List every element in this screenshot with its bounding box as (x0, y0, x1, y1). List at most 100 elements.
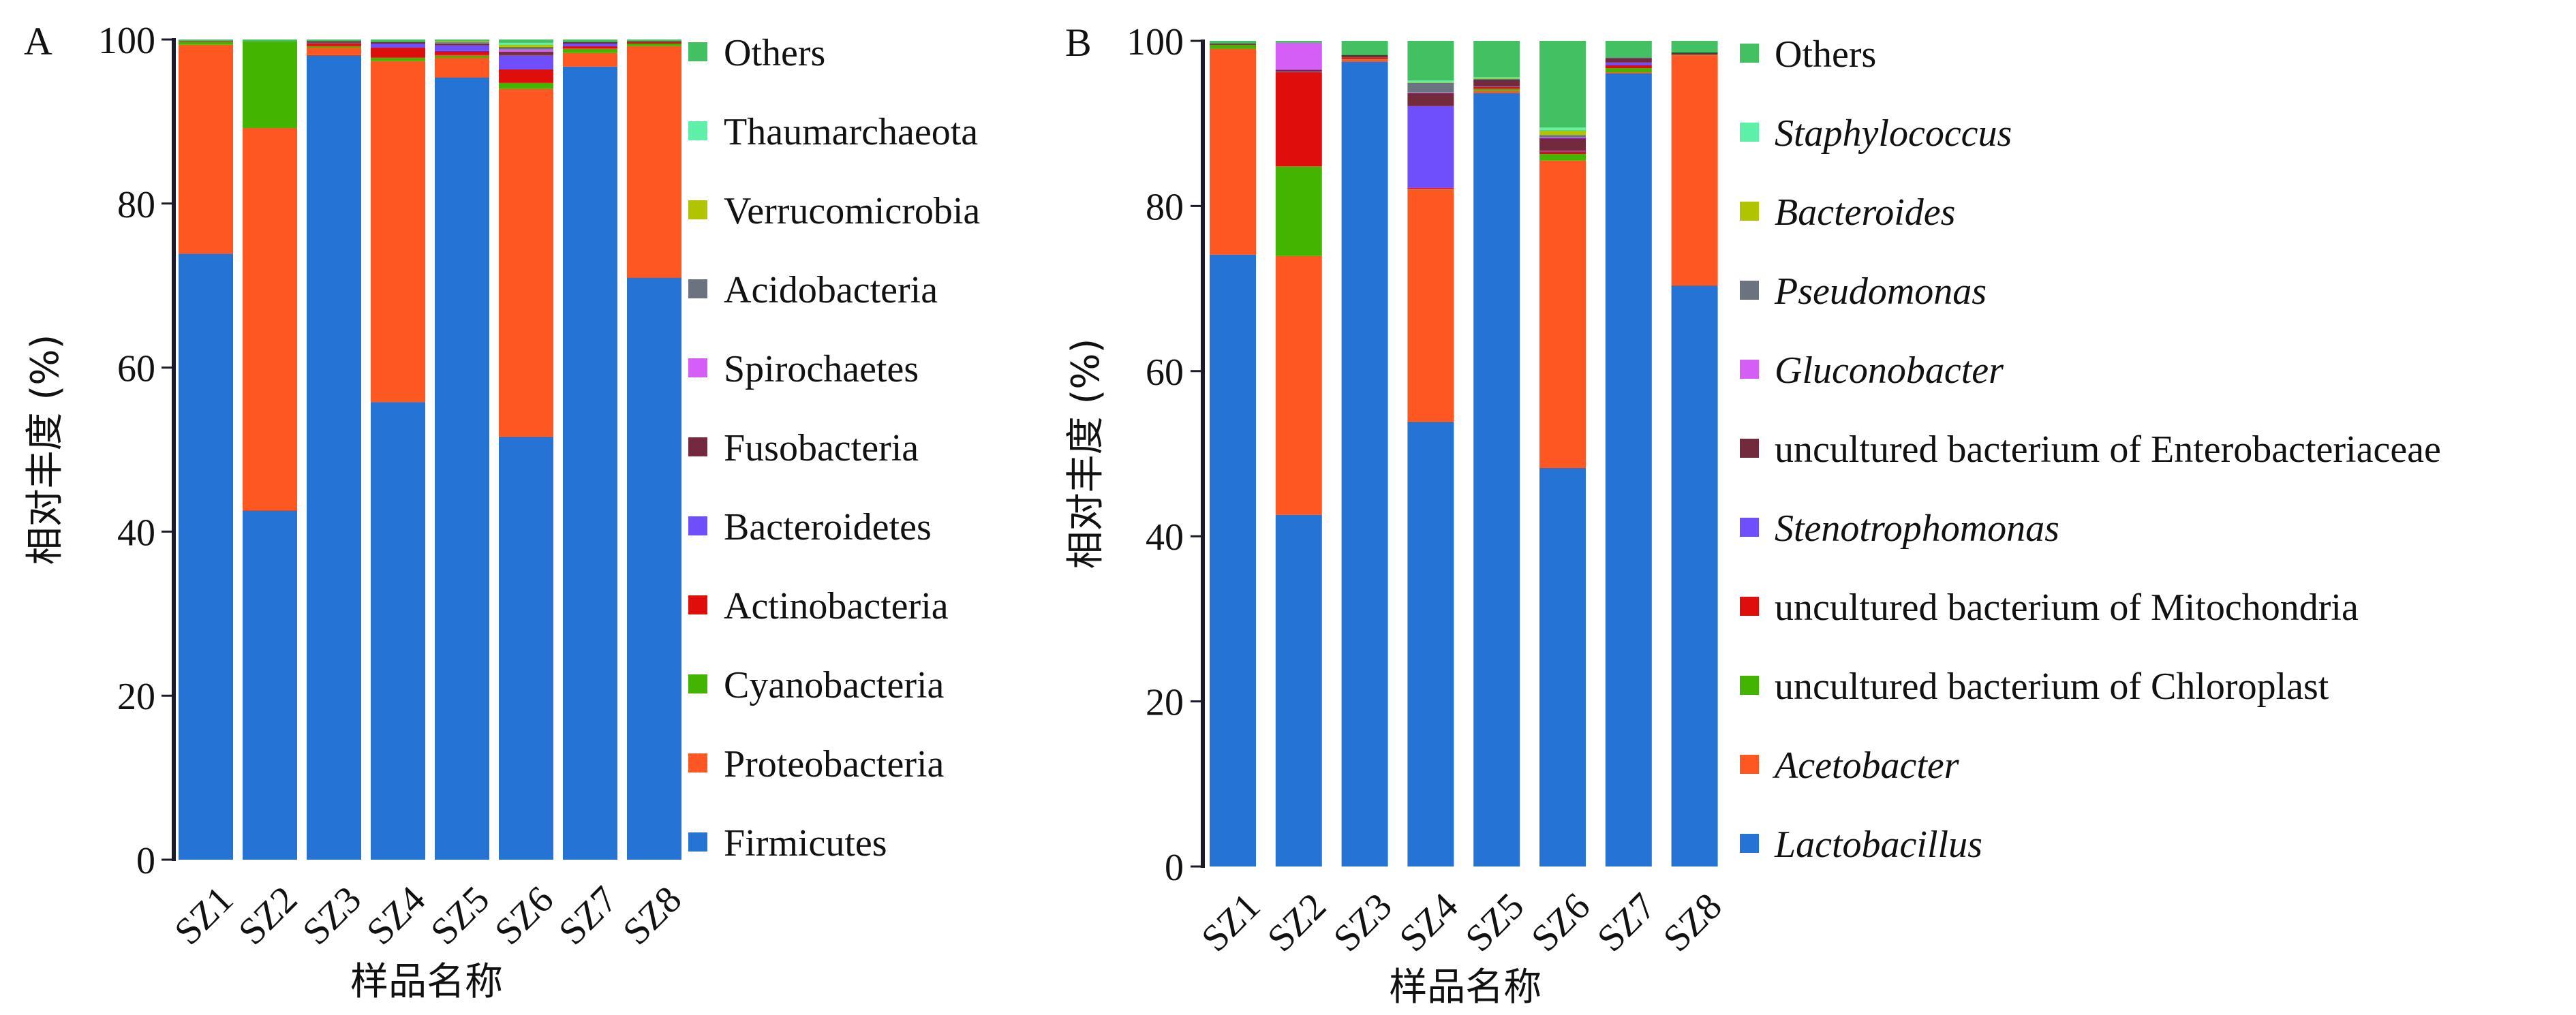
bar-segment-sz2-proteobacteria (243, 128, 297, 511)
legend-label: uncultured bacterium of Mitochondria (1775, 587, 2359, 629)
legend-label: Thaumarchaeota (724, 111, 978, 153)
legend-swatch (688, 279, 707, 298)
bar-segment-sz6-others (499, 40, 553, 43)
legend-swatch (688, 516, 707, 535)
bar-segment-sz5-cyanobacteria (435, 54, 489, 58)
bar-segment-sz8-cyanobacteria (627, 44, 681, 46)
bar-segment-sz4-bacteroides (1407, 82, 1454, 83)
y-axis-title: 相对丰度 (%) (1064, 339, 1108, 569)
bar-segment-sz1-firmicutes (179, 253, 233, 860)
bar-segment-sz6-spirochaetes (499, 49, 553, 52)
x-tick-label: SZ8 (1655, 885, 1730, 960)
x-axis-title: 样品名称 (1389, 965, 1542, 1010)
bar-segment-sz8-others (627, 40, 681, 42)
bar-segment-sz3-uncultured-bacterium-of-mitochondria (1341, 57, 1388, 59)
legend-label: Acetobacter (1772, 745, 1959, 787)
bar-segment-sz2-uncultured-bacterium-of-enterobacteriaceae (1275, 69, 1322, 72)
bar-segment-sz5-uncultured-bacterium-of-mitochondria (1473, 87, 1520, 89)
bar-segment-sz4-others (1407, 41, 1454, 81)
bar-segment-sz3-firmicutes (307, 54, 361, 860)
bar-segment-sz7-uncultured-bacterium-of-enterobacteriaceae (1605, 58, 1652, 63)
bar-segment-sz7-uncultured-bacterium-of-mitochondria (1605, 65, 1652, 68)
legend-label: Bacteroides (1775, 191, 1955, 234)
bar-segment-sz7-uncultured-bacterium-of-chloroplast (1605, 67, 1652, 73)
y-tick-label: 60 (1146, 352, 1184, 394)
bar-segment-sz5-fusobacteria (435, 44, 489, 46)
bar-segment-sz6-proteobacteria (499, 89, 553, 437)
bar-segment-sz6-staphylococcus (1539, 127, 1586, 130)
bar-segment-sz1-lactobacillus (1210, 254, 1256, 867)
bar-segment-sz6-lactobacillus (1539, 467, 1586, 866)
bar-segment-sz7-others (563, 40, 617, 42)
bar-segment-sz5-actinobacteria (435, 50, 489, 55)
legend-label: Spirochaetes (724, 348, 919, 390)
bar-segment-sz7-actinobacteria (563, 46, 617, 49)
legend-label: uncultured bacterium of Chloroplast (1775, 666, 2329, 708)
bar-segment-sz8-uncultured-bacterium-of-enterobacteriaceae (1671, 52, 1718, 54)
bar-segment-sz2-acetobacter (1275, 255, 1322, 515)
bar-segment-sz8-others (1671, 41, 1718, 52)
bar-segment-sz1-others (1210, 41, 1256, 44)
bar-segment-sz8-acetobacter (1671, 55, 1718, 285)
bar-segment-sz2-others (243, 40, 297, 42)
legend-label: uncultured bacterium of Enterobacteriace… (1775, 428, 2441, 471)
legend-label: Pseudomonas (1774, 270, 1987, 313)
bar-segment-sz6-acidobacteria (499, 46, 553, 50)
bar-segment-sz8-proteobacteria (627, 46, 681, 278)
legend-label: Fusobacteria (724, 427, 919, 469)
x-tick-label: SZ4 (1392, 885, 1467, 960)
x-tick-label: SZ3 (294, 878, 369, 953)
bar-segment-sz4-gluconobacter (1407, 92, 1454, 93)
bar-segment-sz7-acetobacter (1605, 72, 1652, 74)
bar-segment-sz4-actinobacteria (371, 48, 425, 58)
x-axis-title: 样品名称 (350, 960, 503, 1004)
x-tick-label: SZ6 (1523, 885, 1598, 960)
y-tick-label: 40 (117, 512, 155, 554)
bar-segment-sz5-spirochaetes (435, 42, 489, 44)
legend-label: Staphylococcus (1775, 112, 2012, 155)
legend-label: Acidobacteria (724, 269, 938, 311)
legend-label: Actinobacteria (724, 585, 949, 627)
bar-segment-sz1-acetobacter (1210, 48, 1256, 255)
legend-swatch (688, 753, 707, 772)
bar-segment-sz3-bacteroidetes (307, 42, 361, 44)
bar-segment-sz7-stenotrophomonas (1605, 62, 1652, 65)
legend-swatch (688, 200, 707, 219)
bar-segment-sz1-cyanobacteria (179, 42, 233, 45)
legend-swatch (688, 674, 707, 693)
bar-segment-sz5-acetobacter (1473, 90, 1520, 93)
bar-segment-sz6-verrucomicrobia (499, 44, 553, 47)
bar-segment-sz3-uncultured-bacterium-of-enterobacteriaceae (1341, 54, 1388, 58)
bar-segment-sz5-others (435, 40, 489, 42)
bar-segment-sz3-uncultured-bacterium-of-chloroplast (1341, 59, 1388, 60)
bar-segment-sz6-bacteroides (1539, 129, 1586, 136)
legend-label: Bacteroidetes (724, 506, 932, 548)
bar-segment-sz1-uncultured-bacterium-of-chloroplast (1210, 45, 1256, 48)
legend-swatch (688, 832, 707, 852)
bar-segment-sz4-others (371, 40, 425, 42)
bar-segment-sz6-others (1539, 41, 1586, 128)
bar-segment-sz6-uncultured-bacterium-of-enterobacteriaceae (1539, 138, 1586, 151)
x-tick-label: SZ7 (1589, 885, 1664, 960)
x-tick-label: SZ4 (358, 878, 433, 953)
x-tick-label: SZ1 (166, 878, 241, 953)
bar-segment-sz7-proteobacteria (563, 52, 617, 67)
legend-swatch (688, 42, 707, 61)
bar-segment-sz4-uncultured-bacterium-of-mitochondria (1407, 187, 1454, 189)
bar-segment-sz4-firmicutes (371, 402, 425, 860)
x-tick-label: SZ2 (1259, 885, 1334, 960)
legend-label: Others (724, 32, 825, 74)
x-tick-label: SZ2 (230, 878, 305, 953)
bar-segment-sz5-pseudomonas (1473, 78, 1520, 80)
legend-label: Stenotrophomonas (1775, 507, 2059, 550)
bar-segment-sz1-proteobacteria (179, 44, 233, 254)
legend-swatch (1740, 439, 1759, 458)
bar-segment-sz5-uncultured-bacterium-of-enterobacteriaceae (1473, 79, 1520, 87)
bar-segment-sz5-verrucomicrobia (435, 41, 489, 42)
bar-segment-sz2-uncultured-bacterium-of-chloroplast (1275, 166, 1322, 256)
bar-segment-sz2-gluconobacter (1275, 42, 1322, 70)
x-tick-label: SZ5 (423, 878, 497, 953)
